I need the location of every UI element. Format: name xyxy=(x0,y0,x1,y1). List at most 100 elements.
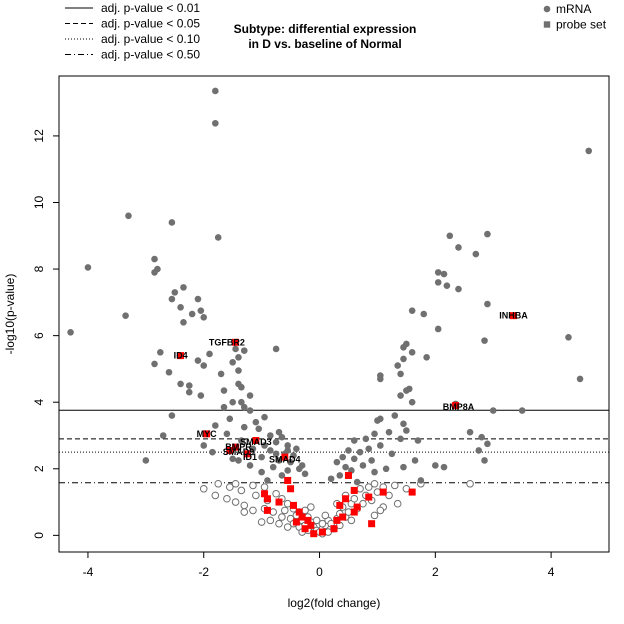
significant-point xyxy=(188,310,196,318)
probe-set-point xyxy=(232,443,240,451)
significant-point xyxy=(249,445,257,453)
nonsignificant-point xyxy=(321,511,330,520)
probe-set-point xyxy=(275,498,283,506)
legend-mrna-symbol xyxy=(543,5,551,13)
probe-set-point xyxy=(344,471,352,479)
significant-point xyxy=(472,250,480,258)
significant-point xyxy=(212,119,219,127)
probe-set-point xyxy=(301,525,309,533)
x-tick-label: 2 xyxy=(432,565,439,579)
significant-point xyxy=(414,437,422,444)
significant-point xyxy=(261,442,268,449)
significant-point xyxy=(397,392,404,399)
significant-point xyxy=(272,450,280,458)
significant-point xyxy=(264,477,271,484)
significant-point xyxy=(151,255,158,263)
probe-set-point xyxy=(292,518,300,526)
significant-point xyxy=(353,478,361,486)
nonsignificant-point xyxy=(376,506,385,515)
significant-point xyxy=(284,442,291,449)
probe-set-point xyxy=(226,446,234,454)
significant-point xyxy=(481,337,488,344)
significant-point xyxy=(345,447,352,454)
significant-point xyxy=(287,458,294,466)
significant-point xyxy=(443,282,451,290)
gene-label: MYC xyxy=(197,429,218,439)
significant-point xyxy=(171,289,179,296)
nonsignificant-point xyxy=(370,511,379,520)
significant-point xyxy=(151,360,158,368)
nonsignificant-point xyxy=(278,513,286,521)
probe-set-point xyxy=(287,485,295,493)
x-tick-label: 4 xyxy=(548,565,555,579)
significant-point xyxy=(350,437,358,444)
nonsignificant-point xyxy=(307,503,315,511)
significant-point xyxy=(333,458,341,466)
chart-title-line-1: Subtype: differential expression xyxy=(234,22,417,36)
significant-point xyxy=(484,440,491,448)
significant-point xyxy=(394,362,401,369)
significant-point xyxy=(255,425,263,433)
significant-point xyxy=(518,407,526,414)
significant-point xyxy=(446,232,454,240)
gene-label: TGFBR2 xyxy=(209,337,245,347)
significant-point xyxy=(240,403,248,411)
nonsignificant-point xyxy=(214,479,223,488)
significant-point xyxy=(455,285,462,293)
nonsignificant-point xyxy=(390,481,399,490)
probe-set-point xyxy=(333,516,341,524)
significant-point xyxy=(382,465,390,473)
significant-point xyxy=(432,462,439,469)
probe-set-point xyxy=(263,506,271,514)
y-tick-label: 10 xyxy=(32,195,46,209)
probe-set-point xyxy=(336,501,344,509)
significant-point xyxy=(403,387,410,394)
significant-point xyxy=(200,442,208,449)
significant-point xyxy=(327,475,335,483)
significant-point xyxy=(356,448,364,456)
significant-point xyxy=(272,438,280,446)
probe-set-point xyxy=(295,508,303,516)
probe-set-point xyxy=(263,495,271,503)
significant-point xyxy=(434,269,442,276)
y-tick-label: 4 xyxy=(32,399,46,406)
significant-point xyxy=(400,355,407,363)
significant-point xyxy=(408,348,416,356)
nonsignificant-point xyxy=(252,491,260,500)
significant-point xyxy=(229,358,236,366)
significant-point xyxy=(185,382,193,389)
significant-point xyxy=(278,472,286,479)
nonsignificant-point xyxy=(257,518,266,526)
nonsignificant-point xyxy=(240,508,249,516)
probe-set-point xyxy=(310,530,318,538)
significant-point xyxy=(212,87,219,95)
significant-point xyxy=(238,398,245,406)
significant-point xyxy=(455,244,462,251)
significant-point xyxy=(165,368,173,376)
significant-point xyxy=(194,295,202,303)
probe-set-point xyxy=(368,520,376,528)
significant-point xyxy=(408,307,416,314)
legend-probe-symbol xyxy=(543,21,551,28)
significant-point xyxy=(298,462,306,469)
significant-point xyxy=(400,420,407,428)
significant-point xyxy=(240,423,248,431)
probe-set-point xyxy=(243,450,251,458)
significant-point xyxy=(377,375,384,383)
significant-point xyxy=(125,212,132,220)
significant-point xyxy=(212,422,219,429)
nonsignificant-point xyxy=(312,516,321,525)
significant-point xyxy=(420,310,428,318)
significant-point xyxy=(371,430,378,438)
probe-set-point xyxy=(353,503,361,511)
significant-point xyxy=(220,403,228,411)
gene-label: SMAD9 xyxy=(223,447,255,457)
nonsignificant-point xyxy=(225,483,234,491)
significant-point xyxy=(235,457,242,464)
significant-point xyxy=(142,457,150,464)
significant-point xyxy=(197,307,205,314)
point-type-legend: mRNA probe set xyxy=(543,2,607,32)
x-tick-label: -2 xyxy=(198,565,209,579)
significant-point xyxy=(301,470,309,478)
